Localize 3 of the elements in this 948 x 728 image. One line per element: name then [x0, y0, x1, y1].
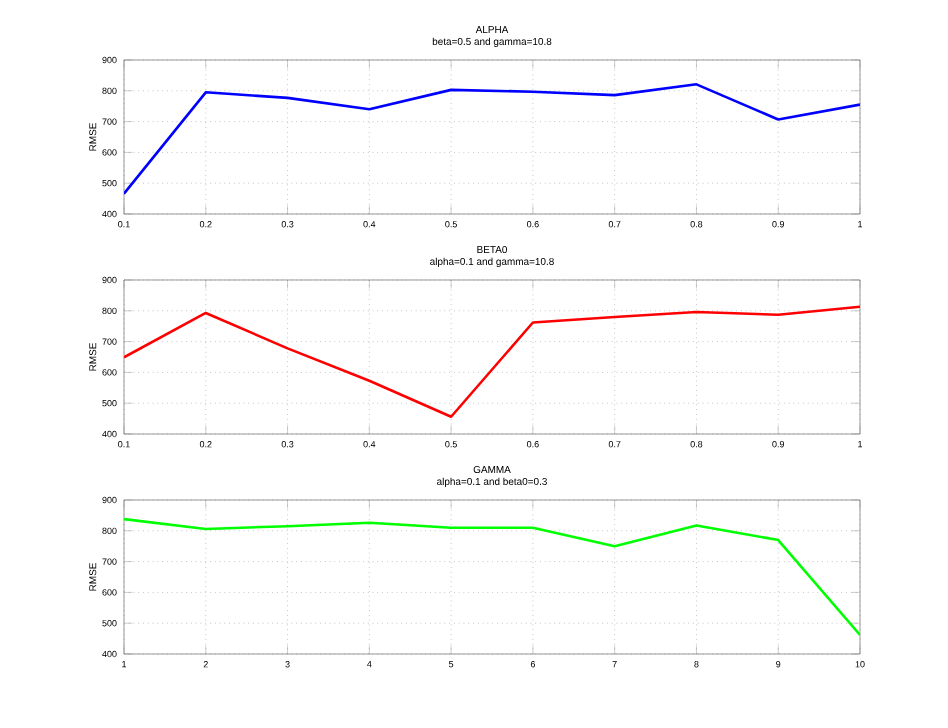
- line-series: [124, 305, 860, 419]
- line-series: [124, 517, 860, 637]
- line-series: [124, 83, 860, 195]
